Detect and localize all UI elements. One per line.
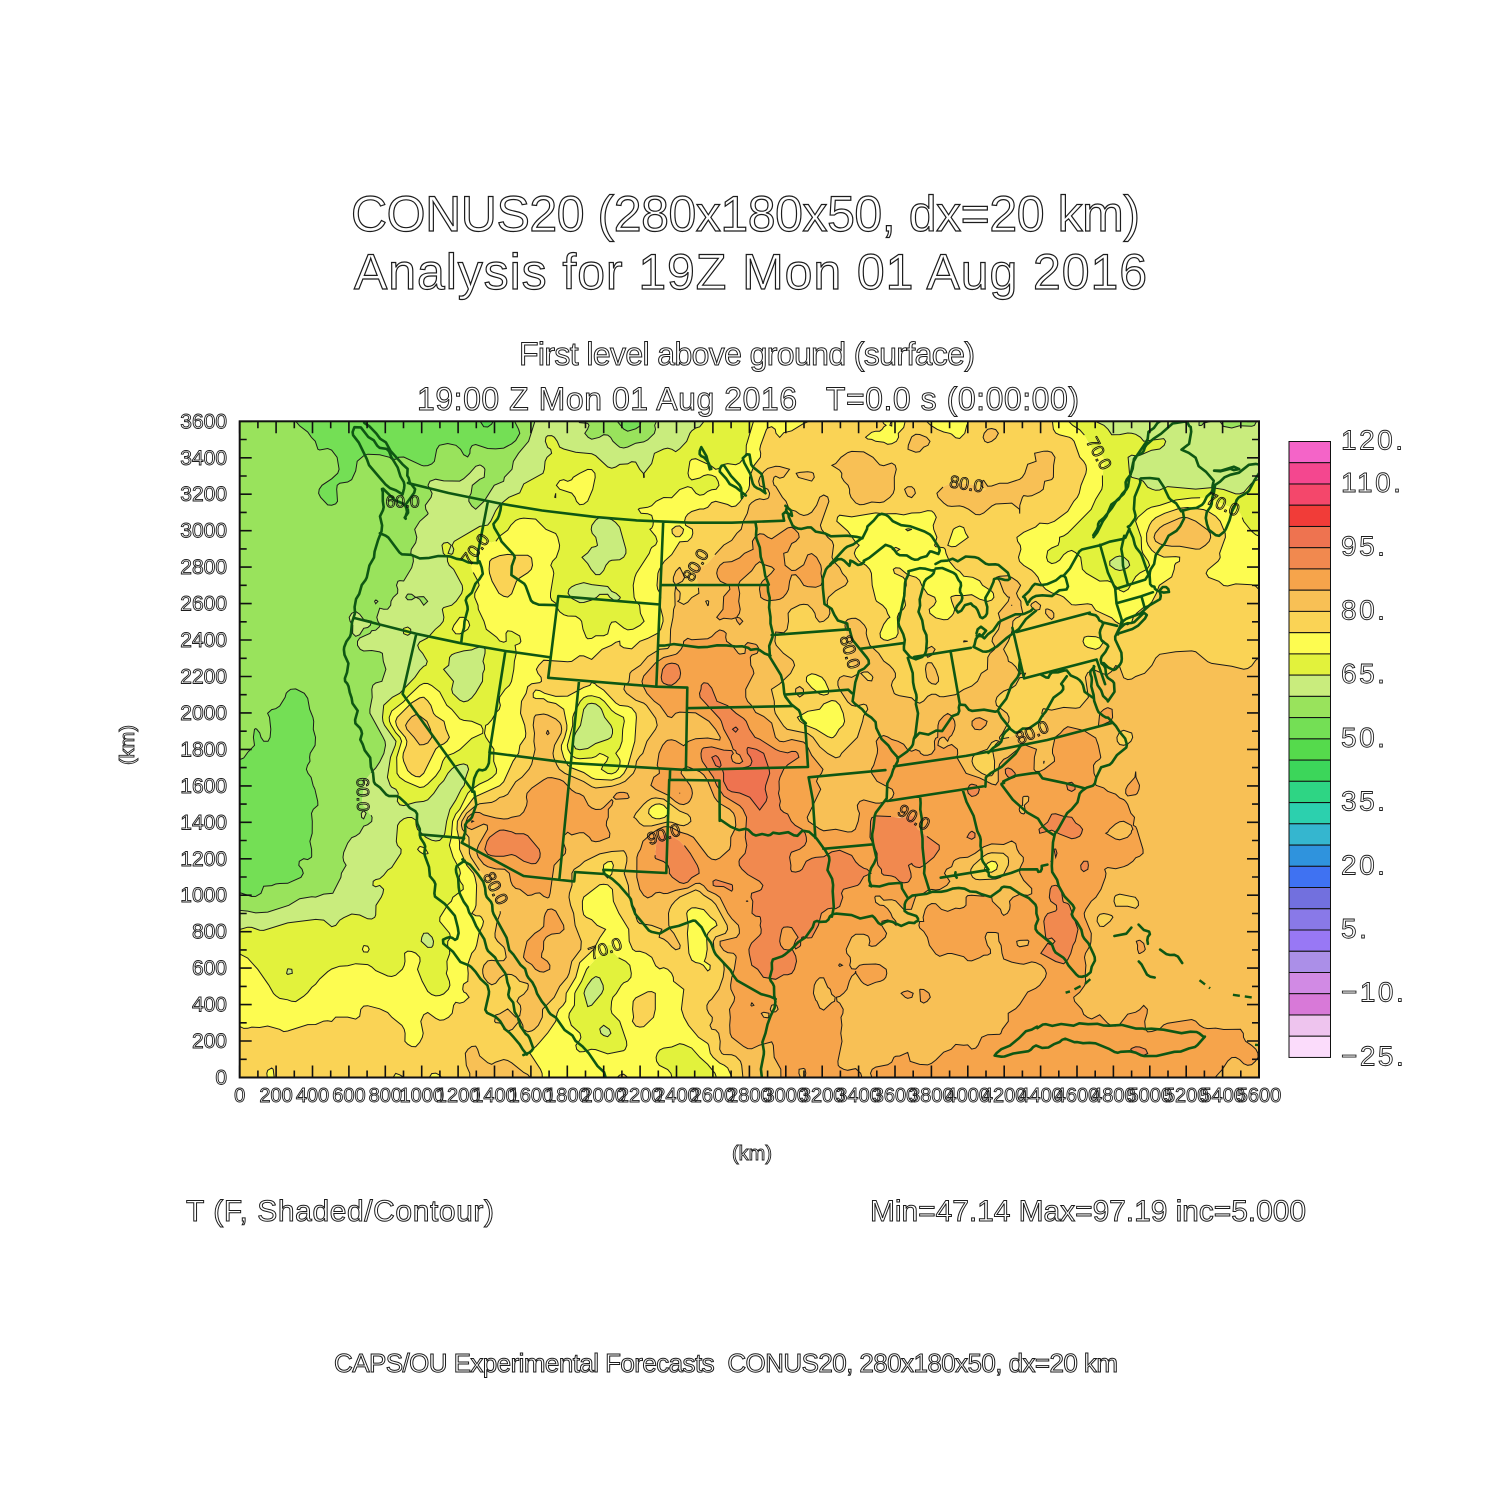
- svg-text:4200: 4200: [982, 1085, 1027, 1107]
- svg-text:1800: 1800: [180, 738, 227, 761]
- svg-text:CAPS/OU Experimental Forecasts: CAPS/OU Experimental Forecasts CONUS20, …: [334, 1348, 1118, 1378]
- svg-text:5600: 5600: [1237, 1085, 1282, 1107]
- svg-text:200: 200: [192, 1030, 227, 1053]
- svg-text:CONUS20 (280x180x50, dx=20 km): CONUS20 (280x180x50, dx=20 km): [351, 186, 1140, 242]
- svg-text:(km): (km): [117, 725, 139, 765]
- svg-text:2600: 2600: [691, 1085, 736, 1107]
- svg-text:3400: 3400: [836, 1085, 881, 1107]
- svg-text:600: 600: [332, 1085, 365, 1107]
- svg-text:3000: 3000: [180, 520, 227, 543]
- svg-text:600: 600: [192, 957, 227, 980]
- svg-text:3200: 3200: [800, 1085, 845, 1107]
- svg-text:3200: 3200: [180, 483, 227, 506]
- svg-text:400: 400: [296, 1085, 329, 1107]
- svg-text:0: 0: [234, 1085, 245, 1107]
- svg-text:35.: 35.: [1341, 786, 1387, 817]
- svg-text:95.: 95.: [1341, 531, 1387, 562]
- svg-text:50.: 50.: [1341, 722, 1387, 753]
- svg-text:3400: 3400: [180, 447, 227, 470]
- svg-text:2200: 2200: [180, 665, 227, 688]
- svg-text:4600: 4600: [1055, 1085, 1100, 1107]
- svg-text:−25.: −25.: [1341, 1041, 1406, 1072]
- svg-text:3600: 3600: [180, 410, 227, 433]
- svg-text:5200: 5200: [1164, 1085, 1209, 1107]
- svg-text:2600: 2600: [180, 593, 227, 616]
- svg-text:400: 400: [192, 994, 227, 1017]
- svg-text:60.0: 60.0: [386, 491, 420, 511]
- svg-text:200: 200: [259, 1085, 292, 1107]
- svg-text:80.: 80.: [1341, 594, 1387, 625]
- svg-text:1000: 1000: [399, 1085, 444, 1107]
- svg-text:2800: 2800: [727, 1085, 772, 1107]
- svg-text:Min=47.14 Max=97.19 inc=5.000: Min=47.14 Max=97.19 inc=5.000: [870, 1195, 1306, 1228]
- svg-text:800: 800: [192, 921, 227, 944]
- svg-text:4400: 4400: [1018, 1085, 1063, 1107]
- svg-text:4000: 4000: [946, 1085, 991, 1107]
- svg-text:3800: 3800: [909, 1085, 954, 1107]
- svg-text:1800: 1800: [545, 1085, 590, 1107]
- svg-text:5000: 5000: [1128, 1085, 1173, 1107]
- svg-text:110.: 110.: [1341, 467, 1403, 498]
- svg-text:2400: 2400: [180, 629, 227, 652]
- svg-text:(km): (km): [732, 1143, 772, 1165]
- svg-text:T (F, Shaded/Contour): T (F, Shaded/Contour): [186, 1195, 494, 1228]
- svg-text:4800: 4800: [1091, 1085, 1136, 1107]
- svg-text:2400: 2400: [654, 1085, 699, 1107]
- svg-text:2000: 2000: [180, 702, 227, 725]
- svg-text:0: 0: [215, 1067, 227, 1090]
- svg-text:1600: 1600: [509, 1085, 554, 1107]
- svg-text:Analysis for 19Z Mon 01 Aug 20: Analysis for 19Z Mon 01 Aug 2016: [354, 244, 1147, 300]
- svg-text:3000: 3000: [764, 1085, 809, 1107]
- svg-text:60.0: 60.0: [353, 777, 373, 812]
- svg-text:1400: 1400: [472, 1085, 517, 1107]
- svg-text:First level above ground (surf: First level above ground (surface): [519, 336, 975, 372]
- svg-text:1600: 1600: [180, 775, 227, 798]
- svg-text:5.: 5.: [1341, 913, 1369, 944]
- svg-text:5400: 5400: [1200, 1085, 1245, 1107]
- svg-text:1200: 1200: [180, 848, 227, 871]
- svg-text:3600: 3600: [873, 1085, 918, 1107]
- svg-text:2000: 2000: [581, 1085, 626, 1107]
- svg-text:65.: 65.: [1341, 658, 1387, 689]
- svg-text:1200: 1200: [436, 1085, 481, 1107]
- svg-text:2800: 2800: [180, 556, 227, 579]
- svg-text:19:00 Z Mon 01 Aug 2016 T=0.: 19:00 Z Mon 01 Aug 2016 T=0.0 s (0:00:00…: [417, 381, 1079, 417]
- svg-text:−10.: −10.: [1341, 977, 1406, 1008]
- svg-text:2200: 2200: [618, 1085, 663, 1107]
- svg-text:120.: 120.: [1341, 425, 1406, 456]
- svg-text:1400: 1400: [180, 811, 227, 834]
- svg-text:800: 800: [369, 1085, 402, 1107]
- svg-text:1000: 1000: [180, 884, 227, 907]
- svg-text:20.: 20.: [1341, 849, 1387, 880]
